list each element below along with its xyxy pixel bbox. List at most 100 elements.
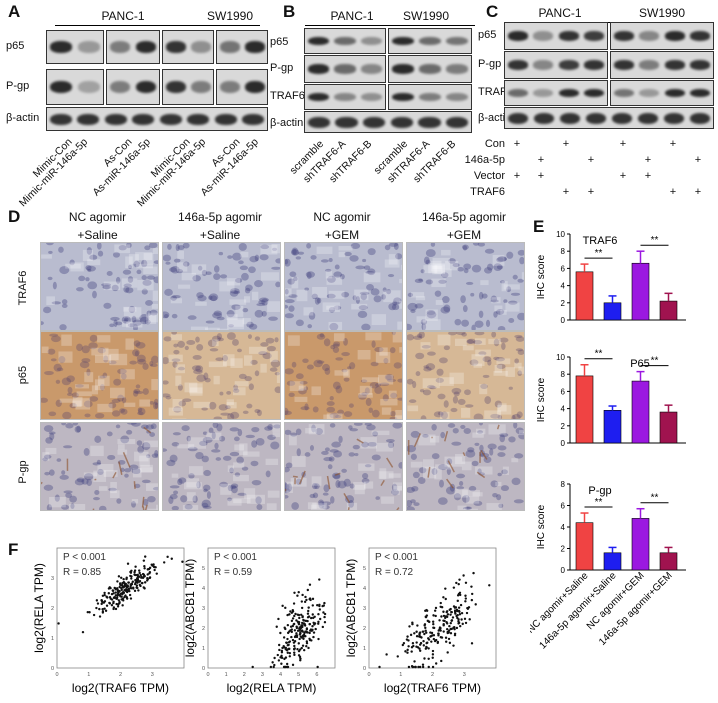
data-point bbox=[98, 607, 101, 611]
x-tick-label: 0 bbox=[55, 672, 58, 678]
data-point bbox=[129, 597, 133, 600]
data-point bbox=[432, 626, 435, 629]
x-tick-label: 2 bbox=[431, 672, 434, 678]
condition-label: 146a-5p bbox=[464, 154, 505, 166]
data-point bbox=[460, 618, 463, 621]
condition-sign: + bbox=[513, 138, 521, 150]
stain-row-label: p65 bbox=[17, 365, 29, 385]
western-blot-band bbox=[304, 28, 386, 54]
condition-sign: + bbox=[694, 186, 702, 198]
data-point bbox=[287, 643, 290, 647]
y-tick-label: 8 bbox=[561, 480, 566, 489]
condition-sign: + bbox=[619, 170, 627, 182]
data-point bbox=[436, 640, 440, 644]
data-point bbox=[456, 599, 459, 603]
blot-lane-signal bbox=[390, 116, 413, 128]
data-point bbox=[415, 635, 419, 638]
data-point bbox=[170, 557, 173, 560]
panel-label-b: B bbox=[283, 2, 296, 21]
cell-line-header: PANC-1 bbox=[101, 9, 145, 23]
data-point bbox=[307, 606, 310, 609]
blot-lane-signal bbox=[49, 41, 73, 53]
blot-lane-signal bbox=[584, 60, 605, 70]
ihc-stain-image bbox=[284, 242, 403, 331]
data-point bbox=[456, 614, 459, 617]
data-point bbox=[273, 663, 276, 667]
western-blot-band bbox=[162, 30, 214, 64]
panel-label-a: A bbox=[8, 2, 21, 21]
condition-sign: + bbox=[587, 186, 595, 198]
data-point bbox=[314, 627, 317, 631]
ihc-stain-image bbox=[40, 331, 159, 420]
data-point bbox=[288, 655, 292, 658]
data-point bbox=[442, 614, 446, 618]
blot-lane-signal bbox=[214, 113, 237, 125]
group-header: NC agomir +Saline bbox=[40, 208, 155, 244]
ihc-stain-image bbox=[406, 242, 525, 331]
data-point bbox=[458, 613, 462, 616]
condition-sign: + bbox=[644, 170, 652, 182]
data-point bbox=[141, 581, 144, 585]
data-point bbox=[311, 597, 315, 601]
data-point bbox=[464, 600, 467, 603]
data-point bbox=[455, 626, 459, 630]
blot-lane-signal bbox=[363, 116, 386, 128]
condition-sign: + bbox=[562, 186, 570, 198]
data-point bbox=[288, 651, 292, 655]
y-tick-label: 6 bbox=[561, 502, 566, 511]
data-point bbox=[458, 578, 461, 581]
data-point bbox=[444, 616, 447, 620]
significance-marker: ** bbox=[651, 235, 659, 246]
data-point bbox=[419, 643, 422, 646]
panel-label-c: C bbox=[486, 2, 499, 21]
data-point bbox=[449, 613, 452, 616]
blot-lane-signal bbox=[533, 88, 554, 98]
data-point bbox=[277, 659, 281, 662]
data-point bbox=[116, 580, 119, 583]
data-point bbox=[434, 606, 438, 610]
y-tick-label: 5 bbox=[202, 566, 205, 572]
data-point bbox=[444, 587, 447, 590]
data-point bbox=[413, 632, 416, 635]
data-point bbox=[88, 611, 91, 614]
data-point bbox=[419, 665, 422, 669]
blot-lane-signal bbox=[77, 81, 101, 93]
stain-row-label: P-gp bbox=[17, 460, 29, 484]
western-blot-band bbox=[388, 28, 472, 54]
data-point bbox=[298, 637, 301, 641]
blot-lane-signal bbox=[613, 88, 634, 98]
data-point bbox=[424, 615, 428, 619]
data-point bbox=[455, 608, 459, 612]
significance-marker: ** bbox=[595, 497, 603, 508]
condition-sign: + bbox=[669, 186, 677, 198]
blot-lane-signal bbox=[507, 60, 528, 70]
data-point bbox=[307, 646, 310, 650]
data-point bbox=[439, 629, 442, 632]
y-tick-label: 8 bbox=[561, 370, 566, 379]
x-tick-label: 0 bbox=[367, 672, 370, 678]
data-point bbox=[427, 647, 430, 650]
data-point bbox=[118, 601, 121, 605]
data-point bbox=[431, 649, 435, 653]
group-header: 146a-5p agomir +GEM bbox=[404, 208, 524, 244]
y-tick-label: 0 bbox=[51, 666, 54, 672]
blot-lane-signal bbox=[690, 31, 711, 41]
data-point bbox=[461, 622, 464, 626]
blot-lane-signal bbox=[219, 41, 240, 53]
data-point bbox=[445, 627, 449, 631]
data-point bbox=[444, 640, 448, 643]
data-point bbox=[300, 621, 304, 625]
data-point bbox=[457, 618, 460, 621]
data-point bbox=[445, 622, 449, 625]
data-point bbox=[419, 635, 422, 639]
data-point bbox=[293, 653, 296, 657]
blot-lane-signal bbox=[558, 88, 579, 98]
blot-lane-signal bbox=[104, 113, 127, 125]
data-point bbox=[311, 613, 314, 616]
data-point bbox=[474, 603, 477, 606]
ihc-stain-image bbox=[406, 422, 525, 511]
blot-lane-signal bbox=[109, 41, 131, 53]
data-point bbox=[446, 651, 449, 654]
data-point bbox=[412, 644, 415, 648]
blot-lane-signal bbox=[77, 113, 100, 125]
